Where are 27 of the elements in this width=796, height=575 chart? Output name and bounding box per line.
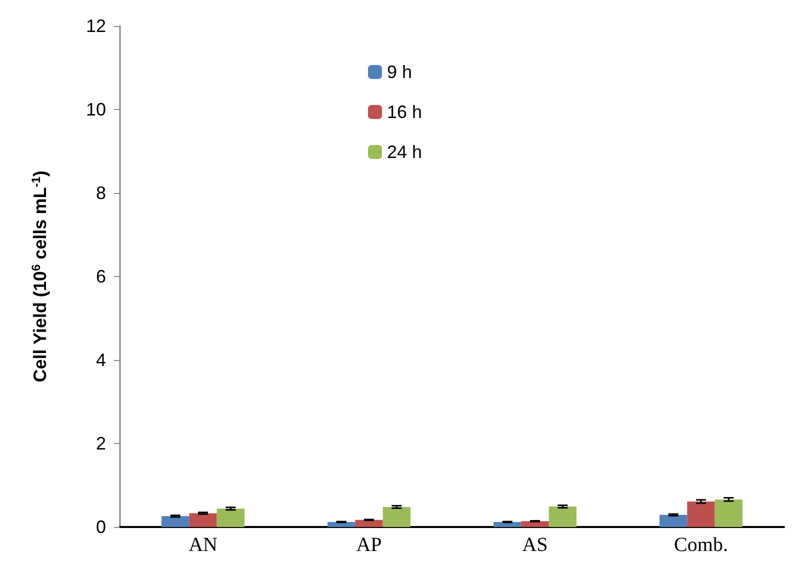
x-tick-label: AS xyxy=(522,534,548,556)
legend-label: 9 h xyxy=(387,62,412,82)
x-tick-label: AP xyxy=(356,534,382,556)
bar xyxy=(216,508,244,527)
bar xyxy=(328,522,356,527)
bar xyxy=(548,506,576,527)
x-tick-label: AN xyxy=(188,534,218,556)
y-axis-title: Cell Yield (106 cells mL-1) xyxy=(29,170,50,382)
y-tick-label: 12 xyxy=(86,16,106,36)
bar xyxy=(687,502,715,527)
bar xyxy=(382,506,410,527)
bar xyxy=(521,521,549,527)
bar xyxy=(162,516,190,527)
y-tick-label: 0 xyxy=(96,517,106,537)
bar xyxy=(660,514,688,527)
y-tick-label: 6 xyxy=(96,266,106,286)
y-tick-label: 2 xyxy=(96,434,106,454)
x-tick-label: Comb. xyxy=(674,534,728,556)
y-tick-label: 10 xyxy=(86,100,106,120)
legend-label: 16 h xyxy=(387,102,422,122)
bar xyxy=(714,499,742,527)
bar xyxy=(189,513,217,527)
bar xyxy=(494,522,522,527)
bar xyxy=(355,520,383,527)
y-tick-label: 4 xyxy=(96,350,106,370)
legend-label: 24 h xyxy=(387,142,422,162)
y-tick-label: 8 xyxy=(96,183,106,203)
